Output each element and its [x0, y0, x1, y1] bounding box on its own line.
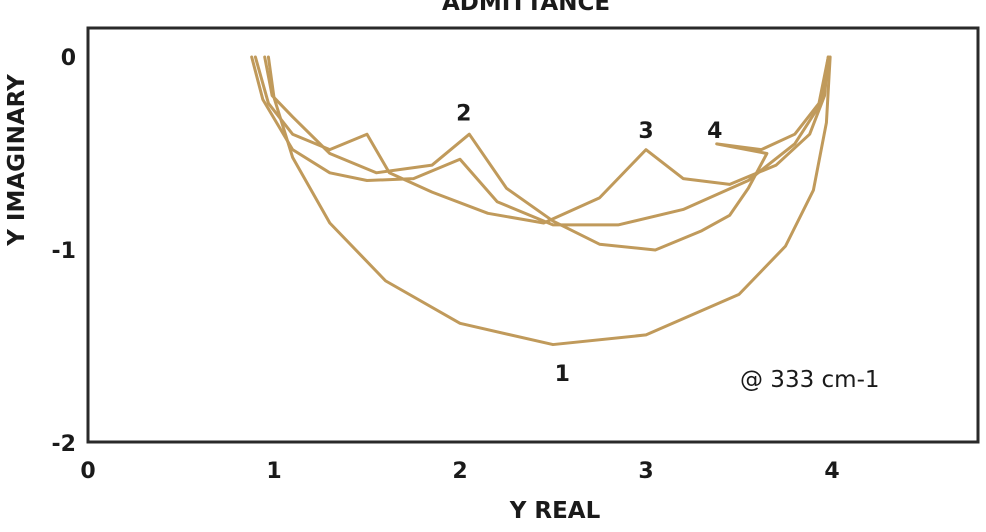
curve-3: [253, 55, 830, 225]
plot-frame: [86, 26, 980, 444]
tick-labels: 0 1 2 3 4 0 -1 -2: [52, 46, 840, 484]
y-axis-title: Y IMAGINARY: [4, 74, 30, 247]
curve-4: [263, 55, 830, 252]
curve-2: [250, 55, 830, 227]
x-axis-title: Y REAL: [509, 498, 601, 524]
x-tick-label: 2: [452, 459, 467, 484]
curves: [250, 55, 832, 347]
frequency-annotation: @ 333 cm-1: [740, 367, 880, 393]
y-tick-label: -1: [52, 239, 76, 264]
x-tick-label: 0: [80, 459, 95, 484]
curve-1: [266, 55, 832, 347]
chart-title: ADMITTANCE: [442, 0, 610, 16]
x-tick-label: 4: [824, 459, 839, 484]
curve-label-4: 4: [707, 119, 722, 144]
x-tick-label: 1: [266, 459, 281, 484]
x-tick-label: 3: [638, 459, 653, 484]
curve-label-1: 1: [555, 362, 570, 387]
curve-label-2: 2: [456, 102, 471, 127]
curve-label-3: 3: [638, 119, 653, 144]
curve-labels: 1 2 3 4: [456, 102, 722, 388]
y-tick-label: -2: [52, 432, 76, 457]
y-tick-label: 0: [61, 46, 76, 71]
